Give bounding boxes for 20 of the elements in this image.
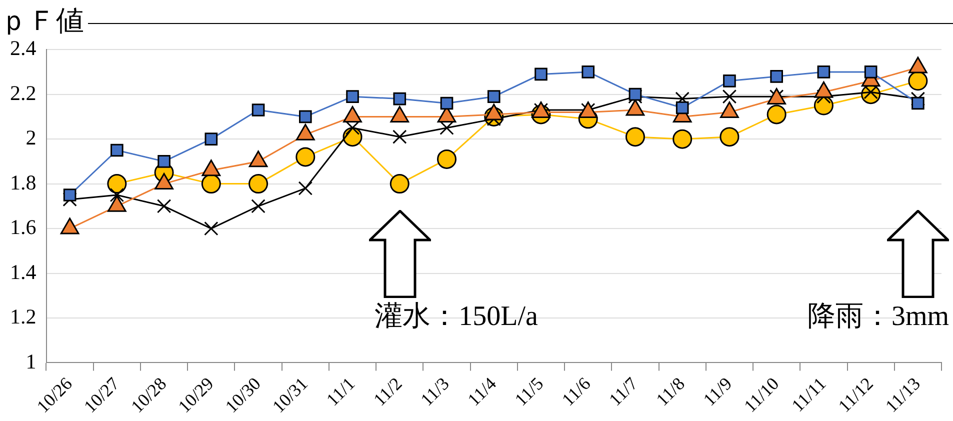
annotation: 灌水：150L/a bbox=[374, 300, 538, 334]
y-tick-label: 1.6 bbox=[10, 215, 36, 240]
x-tick-label: 11/9 bbox=[699, 373, 736, 410]
x-tick-label: 11/4 bbox=[464, 373, 500, 410]
y-tick-label: 2.4 bbox=[10, 36, 37, 60]
x-tick-label: 11/6 bbox=[558, 373, 594, 410]
y-tick-label: 2 bbox=[26, 126, 36, 150]
y-tick-label: 1.2 bbox=[10, 304, 36, 329]
x-tick-label: 11/3 bbox=[416, 373, 453, 410]
x-tick-label: 11/7 bbox=[605, 373, 642, 410]
y-tick-label: 1.8 bbox=[10, 170, 36, 194]
x-tick-label: 11/1 bbox=[322, 373, 359, 410]
chart-title: ｐＦ値 bbox=[0, 6, 84, 38]
x-tick-label: 11/5 bbox=[510, 373, 548, 410]
y-tick-label: 1.4 bbox=[10, 260, 37, 284]
x-tick-label: 11/2 bbox=[370, 373, 406, 410]
y-tick-label: 1 bbox=[26, 349, 36, 374]
x-tick-label: 11/8 bbox=[652, 373, 689, 410]
y-tick-label: 2.2 bbox=[10, 80, 36, 105]
annotation: 降雨：3mm bbox=[807, 300, 949, 334]
